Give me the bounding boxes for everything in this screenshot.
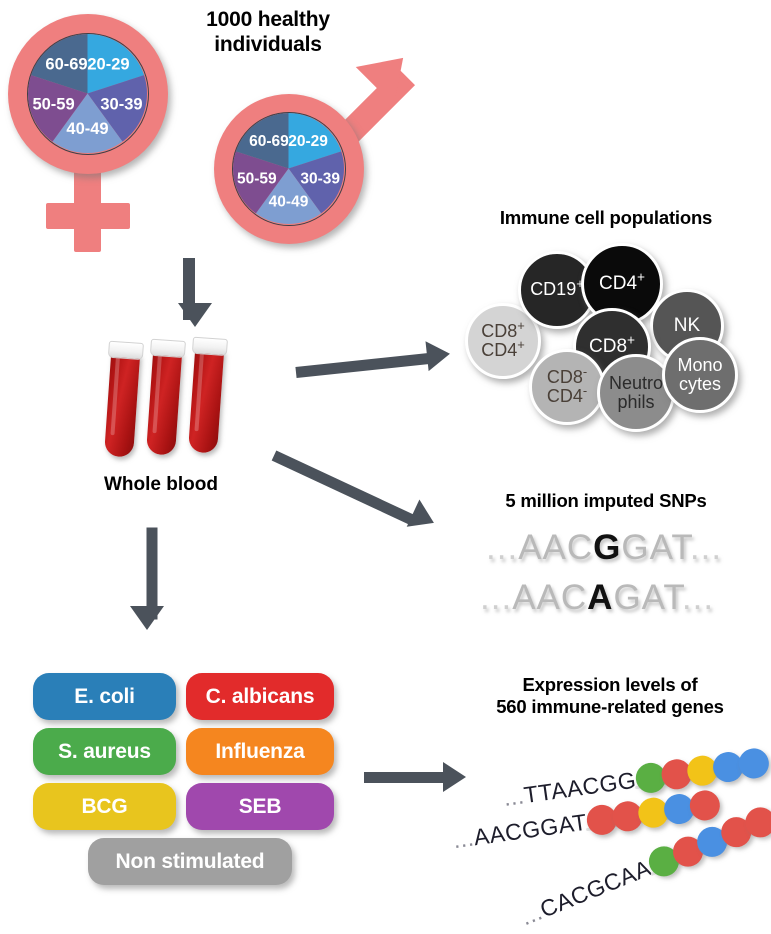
age-pie-svg: 20-29 30-39 40-49 50-59 60-69 [233,113,344,224]
arrow-shaft [364,772,446,783]
rna-strand: ...TTAACGG [502,745,771,811]
stimulus-box-seb[interactable]: SEB [186,783,334,830]
immune-cell-label: Neutro phils [608,372,664,412]
stimulus-box-bcg[interactable]: BCG [33,783,176,830]
snp-sequence-row: ...AACGGAT... [486,528,722,568]
snp-ellipsis-right: ... [681,578,715,617]
age-wedge-40-49 [52,93,123,153]
male-gender-symbol: 20-29 30-39 40-49 50-59 60-69 [214,38,430,258]
age-label-20-29: 20-29 [288,133,328,150]
snp-variant-base: A [587,578,614,617]
snp-ellipsis-left: ... [486,528,519,567]
age-wedge-20-29 [87,34,145,94]
immune-cell-label: CD8- CD4- [546,363,588,406]
stimulus-label: S. aureus [58,739,151,763]
snp-suffix: GAT [613,578,682,617]
immune-cell-cd8cd4: CD8- CD4- [529,349,605,425]
immune-cell-label: CD19+ [530,276,584,300]
age-label-50-59: 50-59 [237,170,277,187]
male-age-pie: 20-29 30-39 40-49 50-59 60-69 [232,112,346,226]
immune-cell-label: Mono cytes [677,354,723,394]
age-wedge-40-49 [255,168,322,224]
age-label-60-69: 60-69 [45,56,87,74]
label-whole-blood: Whole blood [104,474,218,495]
age-wedge-60-69 [235,113,289,169]
immune-cell-cluster: CD8+ CD4+ CD19+ CD4+ NK CD8+ CD8- CD4- Neutro phi… [0,0,771,460]
immune-cell-label: CD4+ [599,269,645,294]
snp-prefix: AAC [512,578,588,617]
stimulus-label: SEB [238,794,282,818]
female-cross-bar [46,203,130,229]
snp-variant-base: G [593,528,622,567]
age-label-30-39: 30-39 [100,96,142,114]
age-label-40-49: 40-49 [66,120,108,138]
stimulus-box-s-aureus[interactable]: S. aureus [33,728,176,775]
stimulus-label: Influenza [215,739,305,763]
age-label-60-69: 60-69 [249,133,289,150]
age-wedge-50-59 [233,151,289,214]
page-title-cohort: 1000 healthy individuals [206,8,330,56]
immune-cell-label: CD8+ [589,332,635,357]
age-wedge-20-29 [288,113,342,169]
immune-cell-label: NK [673,314,701,336]
female-gender-symbol: 20-29 30-39 40-49 50-59 60-69 [8,14,178,254]
rna-ellipsis: ... [451,824,476,854]
age-label-20-29: 20-29 [87,56,129,74]
section-title-snps: 5 million imputed SNPs [505,490,707,511]
stimulus-label: BCG [81,794,128,818]
section-title-immune-cells: Immune cell populations [499,207,713,228]
rna-strand-sequence: ...AACGGAT [451,808,589,854]
age-wedge-30-39 [87,75,147,142]
age-wedge-30-39 [288,151,344,214]
stimulus-label: E. coli [74,684,135,708]
stimulus-box-e-coli[interactable]: E. coli [33,673,176,720]
snp-prefix: AAC [518,528,594,567]
immune-cell-monocytes: Mono cytes [662,337,738,413]
snp-sequences: ...AACGGAT... ...AACAGAT... [480,528,746,628]
rna-bead [687,788,722,823]
stimulus-box-non-stimulated[interactable]: Non stimulated [88,838,292,885]
snp-sequence-row: ...AACAGAT... [480,578,714,618]
arrow-head-icon [443,762,466,792]
stimulus-label: C. albicans [205,684,315,708]
age-wedge-60-69 [30,34,88,94]
snp-ellipsis-left: ... [480,578,513,617]
section-title-gene-expression: Expression levels of 560 immune-related … [496,674,724,717]
age-pie-svg: 20-29 30-39 40-49 50-59 60-69 [28,34,147,153]
rna-ellipsis: ... [517,898,546,931]
rna-ellipsis: ... [501,782,526,811]
stimulus-box-c-albicans[interactable]: C. albicans [186,673,334,720]
arrow-head-icon [178,303,212,327]
stimulus-label: Non stimulated [115,849,265,873]
age-label-30-39: 30-39 [300,170,340,187]
rna-strand-sequence: ...CACGCAA [517,854,655,931]
age-wedge-50-59 [28,75,88,142]
immune-cell-neutrophils: Neutro phils [597,354,675,432]
age-label-50-59: 50-59 [32,96,74,114]
immune-cell-label: CD8+ CD4+ [481,317,525,360]
arrow-head-icon [130,606,164,630]
stimulus-box-influenza[interactable]: Influenza [186,728,334,775]
snp-ellipsis-right: ... [689,528,723,567]
age-label-40-49: 40-49 [269,193,309,210]
female-age-pie: 20-29 30-39 40-49 50-59 60-69 [27,33,149,155]
snp-suffix: GAT [621,528,690,567]
rna-bead [736,746,771,781]
